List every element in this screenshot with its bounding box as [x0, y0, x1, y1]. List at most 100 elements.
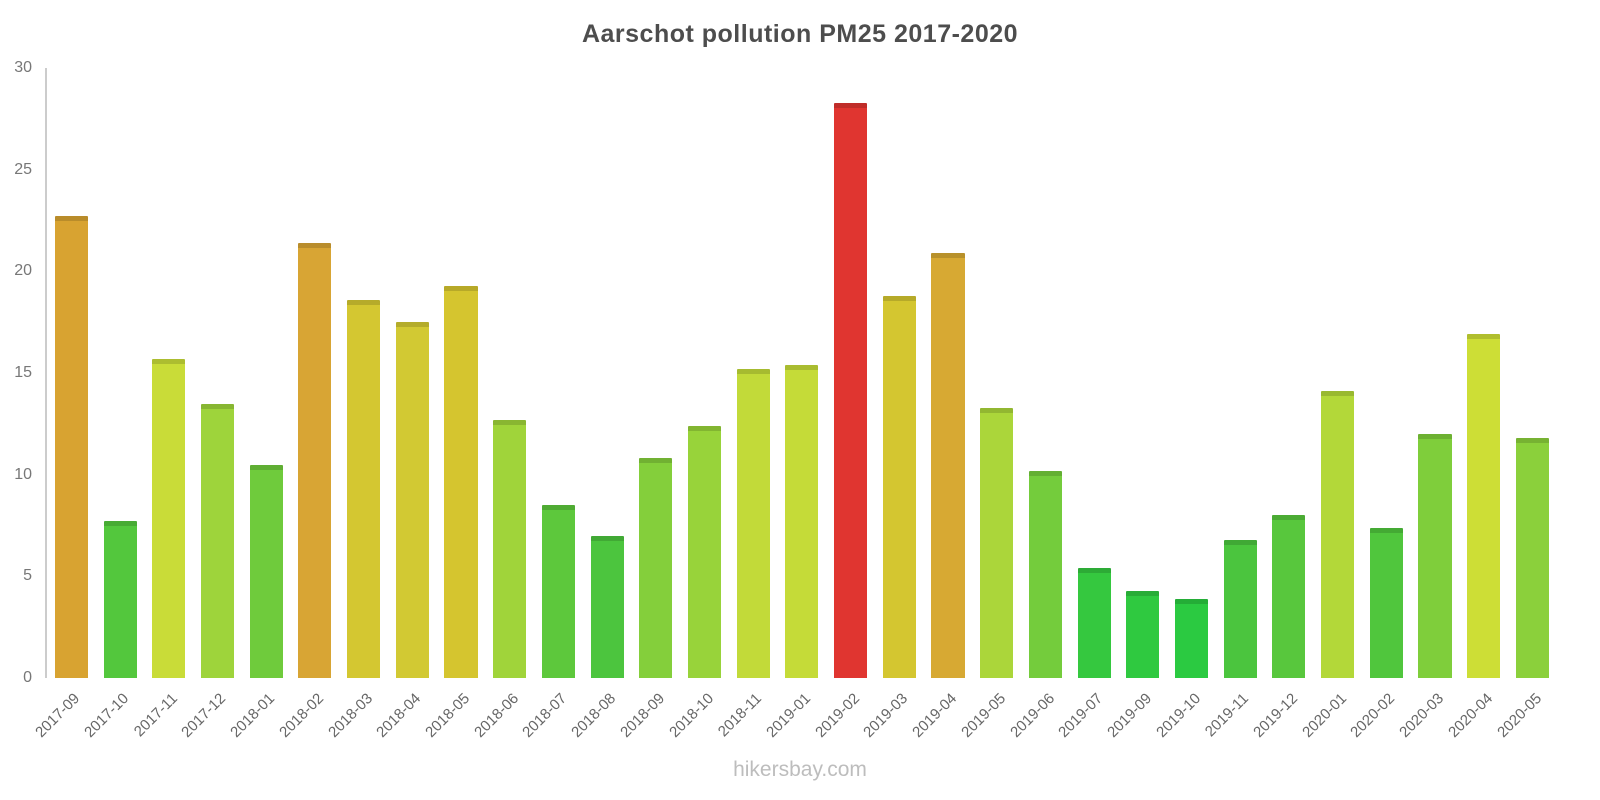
bar-slot: [972, 68, 1021, 678]
bar-slot: [1313, 68, 1362, 678]
bar-slot: [1216, 68, 1265, 678]
y-axis-line: [45, 68, 47, 678]
bar-slot: [1459, 68, 1508, 678]
bar-2018-11: [736, 368, 770, 678]
bar-slot: [1508, 68, 1557, 678]
bar-2020-02: [1369, 527, 1403, 678]
x-tick-label: 2018-06: [470, 690, 522, 741]
bar-slot: [729, 68, 778, 678]
bar-2019-10: [1174, 598, 1209, 678]
x-tick-label: 2017-11: [130, 690, 181, 741]
bar-slot: [144, 68, 193, 678]
x-tick-label: 2018-01: [227, 690, 279, 741]
bar-2019-01: [785, 364, 819, 678]
bar-2018-04: [395, 322, 429, 678]
bar-slot: [47, 68, 96, 678]
bar-2019-11: [1223, 539, 1257, 678]
bar-slot: [339, 68, 388, 678]
bar-slot: [485, 68, 534, 678]
bar-slot: [388, 68, 437, 678]
x-tick-label: 2017-12: [178, 690, 230, 741]
bars: [47, 68, 1557, 678]
bar-slot: [437, 68, 486, 678]
bar-2019-12: [1272, 515, 1306, 678]
bar-slot: [875, 68, 924, 678]
x-tick-label: 2018-07: [519, 690, 571, 741]
bar-2018-03: [347, 299, 381, 678]
x-tick-label: 2020-02: [1347, 690, 1399, 741]
bar-2018-02: [298, 242, 332, 678]
bar-2020-05: [1515, 438, 1549, 678]
bar-2020-01: [1321, 391, 1355, 678]
x-tick-label: 2019-10: [1152, 690, 1204, 741]
x-tick-label: 2019-06: [1006, 690, 1058, 741]
chart-title: Aarschot pollution PM25 2017-2020: [581, 20, 1019, 48]
bar-2019-06: [1028, 470, 1062, 678]
bar-slot: [291, 68, 340, 678]
bar-2019-04: [931, 253, 965, 678]
bar-slot: [96, 68, 145, 678]
y-tick-label: 0: [23, 669, 32, 686]
y-tick-label: 30: [14, 59, 32, 76]
bar-2018-08: [590, 535, 624, 678]
bar-slot: [631, 68, 680, 678]
bar-slot: [1411, 68, 1460, 678]
x-tick-label: 2018-10: [665, 690, 717, 741]
bar-slot: [924, 68, 973, 678]
bar-slot: [1265, 68, 1314, 678]
x-tick-label: 2019-07: [1055, 690, 1107, 741]
bar-2017-10: [103, 521, 137, 678]
bar-2019-03: [882, 295, 916, 678]
x-tick-label: 2019-05: [957, 690, 1009, 741]
bar-2020-03: [1418, 434, 1452, 678]
x-tick-label: 2018-05: [422, 690, 474, 741]
x-tick-label: 2020-05: [1493, 690, 1545, 741]
y-tick-label: 25: [14, 160, 32, 178]
x-tick-label: 2019-09: [1104, 690, 1155, 741]
y-tick-label: 5: [23, 567, 32, 585]
bar-2018-01: [249, 464, 283, 678]
bar-2019-05: [980, 407, 1014, 678]
x-tick-label: 2019-12: [1250, 690, 1302, 741]
x-tick-label: 2019-04: [909, 690, 961, 741]
x-tick-label: 2018-04: [373, 690, 425, 741]
x-tick-label: 2019-11: [1202, 690, 1253, 741]
bar-slot: [1070, 68, 1119, 678]
bar-2018-09: [639, 458, 673, 678]
x-tick-label: 2019-01: [763, 690, 815, 741]
bar-slot: [534, 68, 583, 678]
bar-2019-07: [1077, 568, 1111, 678]
x-tick-label: 2017-10: [81, 690, 133, 741]
bar-2019-09: [1126, 590, 1160, 678]
bar-2018-07: [541, 505, 575, 678]
y-tick-label: 20: [14, 262, 32, 280]
bar-2017-09: [54, 216, 88, 678]
x-tick-label: 2019-02: [811, 690, 863, 741]
bar-slot: [1118, 68, 1167, 678]
bar-slot: [826, 68, 875, 678]
x-tick-label: 2018-08: [568, 690, 620, 741]
bar-slot: [193, 68, 242, 678]
bar-slot: [778, 68, 827, 678]
x-tick-label: 2020-03: [1396, 690, 1448, 741]
bar-slot: [680, 68, 729, 678]
x-tick-label: 2020-04: [1445, 690, 1496, 741]
bar-2017-12: [200, 403, 235, 678]
bar-slot: [1362, 68, 1411, 678]
bar-2018-10: [687, 425, 722, 678]
watermark-text: hikersbay.com: [733, 758, 867, 781]
plot-area: 0 5 10 15 20 25 30 2017-09 2017-10 2017-11 2017-1…: [14, 59, 1557, 741]
x-tick-label: 2018-11: [715, 690, 766, 741]
x-tick-label: 2017-09: [32, 690, 84, 741]
x-tick-label: 2018-03: [324, 690, 376, 741]
bar-slot: [242, 68, 291, 678]
bar-2018-06: [493, 419, 527, 678]
bar-2017-11: [152, 358, 186, 678]
y-tick-label: 15: [14, 364, 32, 381]
x-tick-label: 2020-01: [1298, 690, 1350, 741]
bar-2018-05: [444, 285, 478, 678]
bar-slot: [1167, 68, 1216, 678]
bar-slot: [583, 68, 632, 678]
y-axis-ticks: 0 5 10 15 20 25 30: [0, 59, 40, 686]
bar-2020-04: [1467, 334, 1501, 678]
